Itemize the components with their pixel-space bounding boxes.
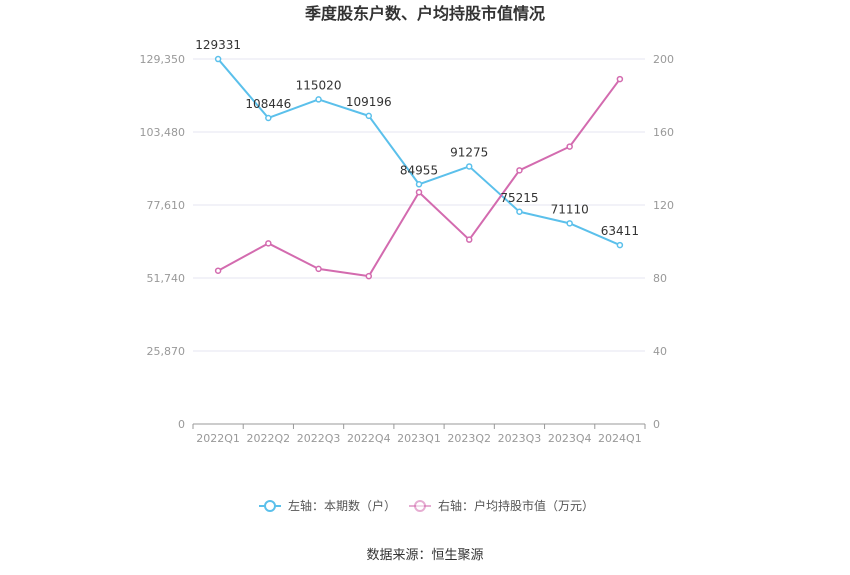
- x-tick-label: 2022Q4: [347, 432, 391, 445]
- right-tick-label: 80: [653, 272, 667, 285]
- right-tick-label: 0: [653, 418, 660, 431]
- data-label: 63411: [601, 224, 639, 238]
- series-2-point: [516, 167, 523, 174]
- data-label: 129331: [195, 38, 241, 52]
- series-1-point: [365, 112, 373, 120]
- data-labels: 129331 108446 115020 109196 84955 91275 75215 7…: [195, 38, 639, 238]
- left-tick-label: 103,480: [140, 126, 186, 139]
- series-layer: [214, 55, 624, 280]
- legend-label: 左轴：本期数（户）: [288, 498, 396, 513]
- left-tick-label: 77,610: [147, 199, 186, 212]
- left-tick-label: 51,740: [147, 272, 186, 285]
- series-1-point: [315, 96, 322, 103]
- data-label: 71110: [551, 202, 589, 216]
- legend-item-1[interactable]: 左轴：本期数（户）: [259, 498, 396, 513]
- left-axis-ticks: 0 25,870 51,740 77,610 103,480 129,350: [140, 53, 186, 431]
- grid-lines: [193, 58, 645, 352]
- data-label: 84955: [400, 163, 438, 177]
- data-label: 91275: [450, 145, 488, 159]
- data-label: 115020: [296, 78, 342, 92]
- legend[interactable]: 左轴：本期数（户） 右轴：户均持股市值（万元）: [259, 498, 594, 513]
- right-axis-ticks: 0 40 80 120 160 200: [653, 53, 674, 431]
- series-2-point: [566, 143, 573, 150]
- series-1-point: [566, 220, 573, 227]
- legend-swatch-marker: [414, 500, 426, 512]
- series-2-point: [214, 267, 222, 274]
- series-2-point: [415, 188, 423, 196]
- series-2-point: [315, 265, 322, 273]
- data-label: 109196: [346, 95, 392, 109]
- right-tick-label: 120: [653, 199, 674, 212]
- series-1-point: [616, 241, 624, 249]
- data-label: 75215: [500, 191, 538, 205]
- legend-swatch-marker: [264, 500, 276, 512]
- legend-item-2[interactable]: 右轴：户均持股市值（万元）: [409, 498, 594, 513]
- x-tick-label: 2023Q2: [447, 432, 491, 445]
- left-tick-label: 25,870: [147, 345, 186, 358]
- x-tick-label: 2022Q3: [297, 432, 341, 445]
- series-2-point: [365, 272, 373, 280]
- left-tick-label: 0: [178, 418, 185, 431]
- series-2-point: [616, 75, 624, 83]
- x-tick-label: 2023Q3: [498, 432, 542, 445]
- series-1-point: [265, 114, 272, 122]
- series-2-point: [265, 240, 272, 247]
- x-axis: 2022Q1 2022Q2 2022Q3 2022Q4 2023Q1 2023Q2 2023…: [192, 423, 646, 445]
- right-tick-label: 160: [653, 126, 674, 139]
- right-tick-label: 200: [653, 53, 674, 66]
- x-tick-label: 2024Q1: [598, 432, 642, 445]
- series-1-point: [415, 181, 423, 188]
- series-1-point: [516, 208, 523, 216]
- right-tick-label: 40: [653, 345, 667, 358]
- data-label: 108446: [245, 97, 291, 111]
- series-1-point: [465, 163, 473, 170]
- data-source: 数据来源：恒生聚源: [366, 548, 483, 563]
- legend-label: 右轴：户均持股市值（万元）: [438, 498, 594, 513]
- left-tick-label: 129,350: [140, 53, 186, 66]
- series-2-point: [465, 236, 473, 243]
- series-1-point: [214, 55, 222, 63]
- x-tick-label: 2022Q2: [247, 432, 291, 445]
- x-tick-label: 2023Q4: [548, 432, 592, 445]
- chart-title: 季度股东户数、户均持股市值情况: [304, 4, 545, 23]
- x-tick-label: 2022Q1: [196, 432, 240, 445]
- x-tick-label: 2023Q1: [397, 432, 441, 445]
